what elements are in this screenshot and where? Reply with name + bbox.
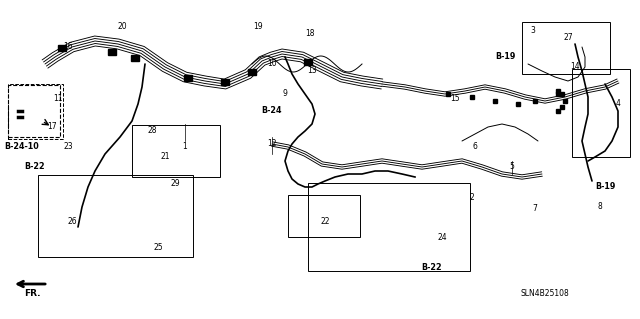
- Bar: [572, 69, 630, 157]
- Bar: [131, 55, 139, 61]
- Text: 2: 2: [470, 192, 474, 202]
- Bar: [308, 183, 470, 271]
- Bar: [132, 125, 220, 177]
- Text: 25: 25: [153, 242, 163, 251]
- Bar: [108, 49, 116, 55]
- Text: 29: 29: [170, 180, 180, 189]
- Text: 4: 4: [616, 100, 620, 108]
- Bar: [522, 22, 610, 74]
- Text: 21: 21: [160, 152, 170, 161]
- Text: 5: 5: [509, 162, 515, 172]
- Text: 3: 3: [531, 26, 536, 35]
- Text: 19: 19: [253, 23, 263, 32]
- Text: B-24: B-24: [262, 107, 282, 115]
- Text: 6: 6: [472, 143, 477, 152]
- Text: FR.: FR.: [24, 289, 40, 298]
- Text: SLN4B25108: SLN4B25108: [520, 290, 570, 299]
- Text: 8: 8: [598, 203, 602, 211]
- Text: 26: 26: [67, 217, 77, 226]
- Text: B-24-10: B-24-10: [4, 143, 40, 152]
- Text: 10: 10: [267, 60, 277, 69]
- Text: 9: 9: [283, 90, 287, 99]
- Text: B-19: B-19: [595, 182, 615, 191]
- Text: B-22: B-22: [25, 162, 45, 172]
- Text: 14: 14: [570, 63, 580, 71]
- Bar: [38, 175, 193, 257]
- Text: 23: 23: [63, 143, 73, 152]
- Text: 13: 13: [307, 66, 317, 76]
- Bar: [248, 69, 256, 75]
- Bar: [8, 85, 60, 137]
- Bar: [288, 195, 360, 237]
- Text: 17: 17: [47, 122, 57, 131]
- Bar: [184, 75, 192, 81]
- Text: 7: 7: [532, 204, 538, 213]
- Text: B-19: B-19: [495, 53, 515, 62]
- Text: 18: 18: [305, 29, 315, 39]
- Text: 1: 1: [182, 143, 188, 152]
- Text: 22: 22: [320, 217, 330, 226]
- Text: B-22: B-22: [422, 263, 442, 271]
- Text: 16: 16: [63, 42, 73, 51]
- Text: 27: 27: [563, 33, 573, 41]
- Text: 12: 12: [268, 139, 276, 149]
- Text: 20: 20: [117, 23, 127, 32]
- Text: 24: 24: [437, 233, 447, 241]
- Bar: [304, 59, 312, 65]
- Bar: [221, 79, 229, 85]
- Bar: [8, 84, 63, 139]
- Text: 11: 11: [53, 94, 63, 103]
- Text: 28: 28: [147, 127, 157, 136]
- Text: 15: 15: [450, 94, 460, 103]
- Bar: [58, 45, 66, 51]
